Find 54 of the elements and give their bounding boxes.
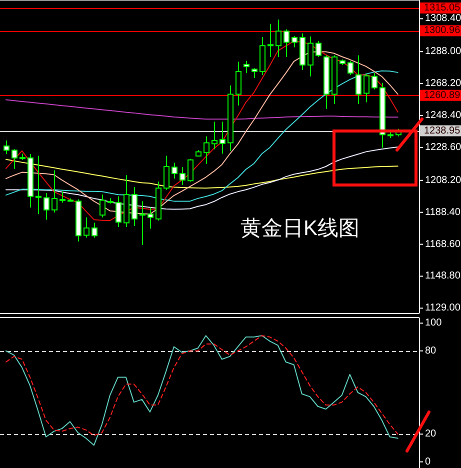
candlestick [372,72,378,90]
y-tick-label: 1208.20 [425,174,461,186]
candlestick [220,121,226,154]
candlestick [204,136,210,164]
line-series [6,70,398,202]
candlestick [276,19,282,58]
ref-line-label: 1315.05 [424,2,461,14]
ref-line-label: 1238.95 [424,125,461,136]
y-tick-label: 1228.60 [425,142,461,153]
candlestick [172,162,178,179]
candlestick [116,196,122,228]
y-tick-label: 20 [425,428,437,440]
candlestick [244,60,250,74]
candlestick [148,206,154,230]
line-series [6,158,398,189]
candlestick [164,155,170,190]
candlestick [236,61,242,106]
candlestick [12,148,18,170]
candlestick [180,166,186,186]
candlestick [140,200,146,246]
y-tick-label: 1168.60 [425,238,461,250]
candlestick [348,60,354,76]
y-tick-label: 1248.40 [425,110,461,122]
y-tick-label: 1188.40 [425,206,461,218]
candlestick [60,190,66,204]
ref-line-label: 1300.96 [424,25,461,36]
y-tick-label: 80 [425,345,437,356]
candlestick [212,121,218,150]
y-tick-label: 100 [425,318,442,329]
candlestick [44,192,50,220]
candlestick [52,170,58,213]
candlestick [84,216,90,238]
text: 黄金日K线图 [240,216,360,240]
y-tick-label: 1268.20 [425,78,461,90]
candlestick [100,194,106,218]
y-tick-label: 1148.80 [425,270,461,282]
ref-line-label: 1260.89 [424,90,461,101]
y-tick-label: 1288.00 [425,46,461,58]
y-tick-label: 1129.00 [425,302,461,314]
candlestick [268,23,274,58]
candlestick [356,54,362,104]
candlestick [292,35,298,48]
candlestick [364,73,370,103]
candlestick [4,140,10,155]
candlestick [252,68,258,78]
candlestick [92,222,98,238]
candlestick [308,36,314,77]
candlestick [284,28,290,58]
candlestick [188,158,194,182]
candlestick [36,155,42,215]
line-series [6,99,398,120]
y-tick-label: 0 [425,456,431,468]
candlestick [316,40,322,58]
y-tick-label: 1308.40 [425,13,461,24]
